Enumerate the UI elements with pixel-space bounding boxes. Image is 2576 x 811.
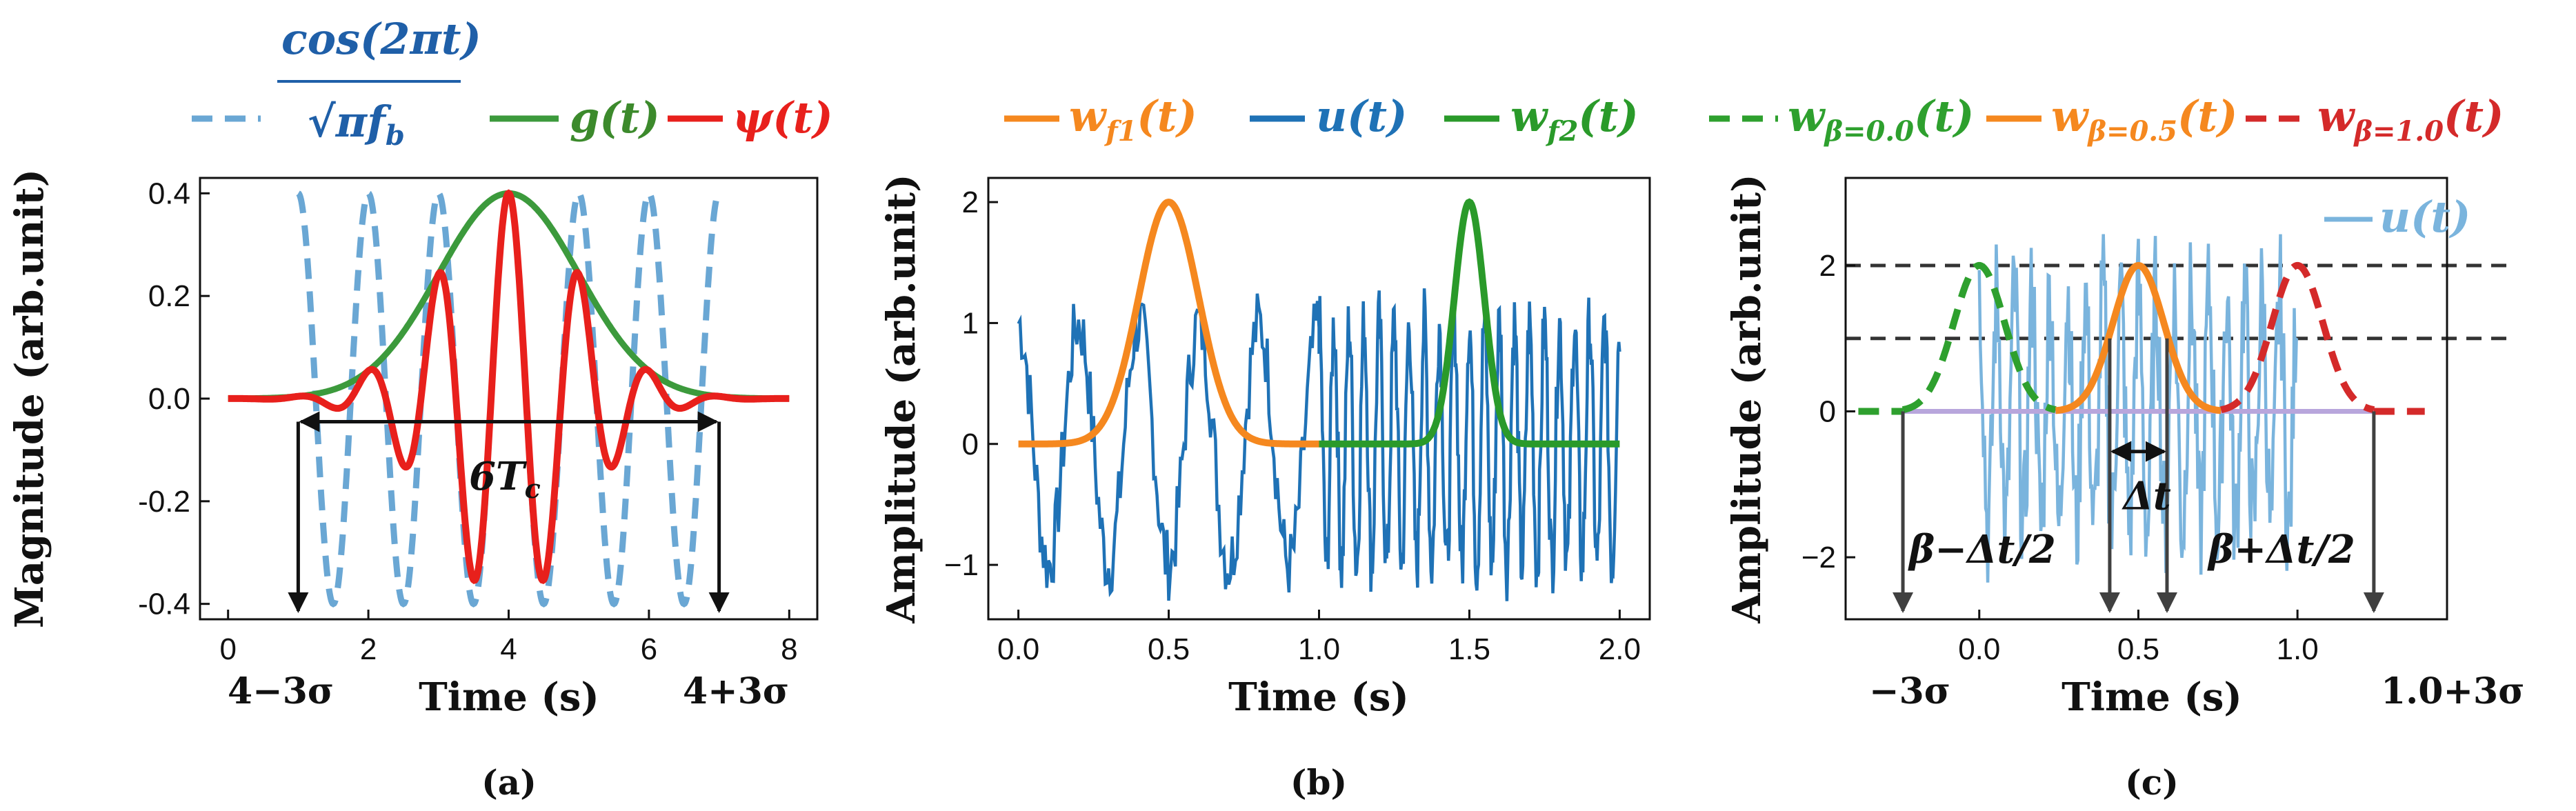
series-cos (296, 190, 721, 608)
panel-a-xlabel: Time (s) (419, 674, 599, 720)
series-wb0 (1901, 261, 2057, 414)
plus-3sigma-label: 1.0+3σ (2381, 670, 2525, 712)
panel-b-xtick-label: 1.5 (1448, 632, 1490, 666)
panel-c-ytick-label: 2 (1819, 249, 1836, 283)
right-sigma-label: 4+3σ (683, 670, 789, 712)
panel-c-curves (1846, 234, 2509, 583)
left-beta-label: β−Δt/2 (1908, 527, 2056, 572)
series-wb05 (2055, 261, 2221, 414)
series-uc (1977, 234, 2299, 583)
right-beta-label: β+Δt/2 (2207, 527, 2355, 572)
panel-b-ytick-label: 0 (962, 428, 979, 461)
panel-a-xtick-label: 4 (500, 632, 517, 666)
panel-a-ytick-label: 0.4 (148, 177, 190, 210)
panel-a-xtick-label: 2 (360, 632, 377, 666)
panel-c: Δtβ−Δt/2 β+Δt/2−3σ 1.0+3σ 0.0 0.5 1.0−202 wβ… (1709, 91, 2525, 803)
legend-wf1-sub: f1 (1104, 115, 1137, 148)
panel-b-curves (1017, 198, 1621, 601)
panel-a-curves (228, 189, 790, 608)
panel-b-xtick-label: 0.0 (997, 632, 1039, 666)
panel-b-xtick-label: 1.0 (1298, 632, 1340, 666)
legend-wf2-sub: f2 (1545, 115, 1578, 148)
legend-wf1-suffix: (t) (1137, 91, 1197, 141)
panel-b-xlabel: Time (s) (1228, 674, 1409, 720)
panel-a-legend: cos(2πt) √πfb g(t) ψ(t) (192, 14, 833, 152)
left-sigma-label: 4−3σ (228, 670, 334, 712)
legend-b0-suffix: (t) (1914, 91, 1974, 141)
legend-wf1-label: wf1(t) (1069, 91, 1197, 148)
panel-c-xlabel: Time (s) (2061, 674, 2242, 720)
legend-b05-sub: β=0.5 (2086, 115, 2177, 148)
panel-a-ytick-label: -0.2 (138, 485, 190, 519)
legend-g-label: g(t) (570, 92, 660, 143)
series-wf1 (1018, 199, 1319, 448)
series-wb1 (2220, 261, 2375, 414)
panel-c-xtick-label: 1.0 (2277, 632, 2319, 666)
panel-b-xtick-label: 0.5 (1148, 632, 1190, 666)
panel-b-ytick-label: 1 (962, 306, 979, 340)
panel-a-ytick-label: -0.4 (138, 588, 190, 621)
panel-c-ytick-label: −2 (1801, 541, 1836, 574)
panel-c-ticks: 0.0 0.5 1.0 −2 0 2 (1801, 249, 2319, 666)
panel-b-ytick-label: −1 (944, 548, 979, 582)
panel-c-label: (c) (2125, 762, 2179, 803)
minus-3sigma-label: −3σ (1869, 670, 1950, 712)
legend-b1-sub: β=1.0 (2353, 115, 2444, 148)
legend-b05-label: wβ=0.5(t) (2051, 91, 2237, 148)
legend-b05-suffix: (t) (2177, 91, 2237, 141)
legend-psi-label: ψ(t) (732, 92, 833, 143)
legend-wf2-main: w (1510, 91, 1549, 141)
panel-b-ticks: 0.0 0.5 1.0 1.5 2.0 −1 0 1 2 (944, 186, 1641, 666)
panel-c-ylabel: Amplitude (arb.unit) (1724, 174, 1770, 623)
panel-c-xtick-label: 0.0 (1958, 632, 2000, 666)
legend-b0-sub: β=0.0 (1823, 115, 1914, 148)
series-psi (228, 189, 790, 585)
legend-cos-denominator-sub: b (386, 119, 405, 152)
span-label-sub: c (525, 473, 541, 504)
delta-t-label: Δt (2121, 474, 2170, 519)
legend-b0-main: w (1788, 91, 1826, 141)
legend-uc-label: u(t) (2379, 192, 2470, 242)
legend-b1-suffix: (t) (2444, 91, 2504, 141)
legend-b0-label: wβ=0.0(t) (1788, 91, 1974, 148)
series-u (1017, 288, 1621, 601)
legend-cos-denominator-main: √πf (308, 97, 392, 147)
panel-a-ytick-label: 0.2 (148, 279, 190, 313)
series-wf2 (1319, 198, 1620, 448)
panel-a-ylabel: Magnitude (arb.unit) (7, 169, 52, 628)
legend-u-label: u(t) (1316, 91, 1407, 141)
legend-wf2-suffix: (t) (1578, 91, 1638, 141)
panel-c-frame (1844, 177, 2448, 621)
panel-c-legend: wβ=0.0(t) wβ=0.5(t) wβ=1.0(t) u(t) (1709, 91, 2504, 242)
panel-a-xtick-label: 0 (219, 632, 236, 666)
panel-b-ytick-label: 2 (962, 186, 979, 219)
legend-b1-main: w (2317, 91, 2356, 141)
legend-b1-label: wβ=1.0(t) (2317, 91, 2504, 148)
panel-a-xtick-label: 8 (781, 632, 797, 666)
panel-c-xtick-label: 0.5 (2117, 632, 2159, 666)
panel-b-xtick-label: 2.0 (1599, 632, 1641, 666)
panel-a-label: (a) (481, 762, 537, 803)
panel-a-ticks: 0 2 4 6 8 -0.4 -0.2 0.0 0.2 0.4 (138, 177, 797, 666)
panel-c-ytick-label: 0 (1819, 395, 1836, 429)
panel-a-xtick-label: 6 (641, 632, 657, 666)
panel-b-ylabel: Amplitude (arb.unit) (879, 174, 924, 623)
panel-b-label: (b) (1290, 762, 1347, 803)
panel-b-legend: wf1(t) u(t) wf2(t) (1004, 91, 1639, 148)
legend-cos-numerator: cos(2πt) (281, 14, 481, 64)
legend-cos-denominator: √πfb (308, 97, 405, 152)
legend-wf2-label: wf2(t) (1510, 91, 1639, 148)
panel-a-ytick-label: 0.0 (148, 382, 190, 416)
legend-b05-main: w (2051, 91, 2090, 141)
legend-wf1-main: w (1069, 91, 1108, 141)
panel-c-annotations: Δt β−Δt/2 β+Δt/2 −3σ 1.0+3σ (1869, 338, 2525, 712)
